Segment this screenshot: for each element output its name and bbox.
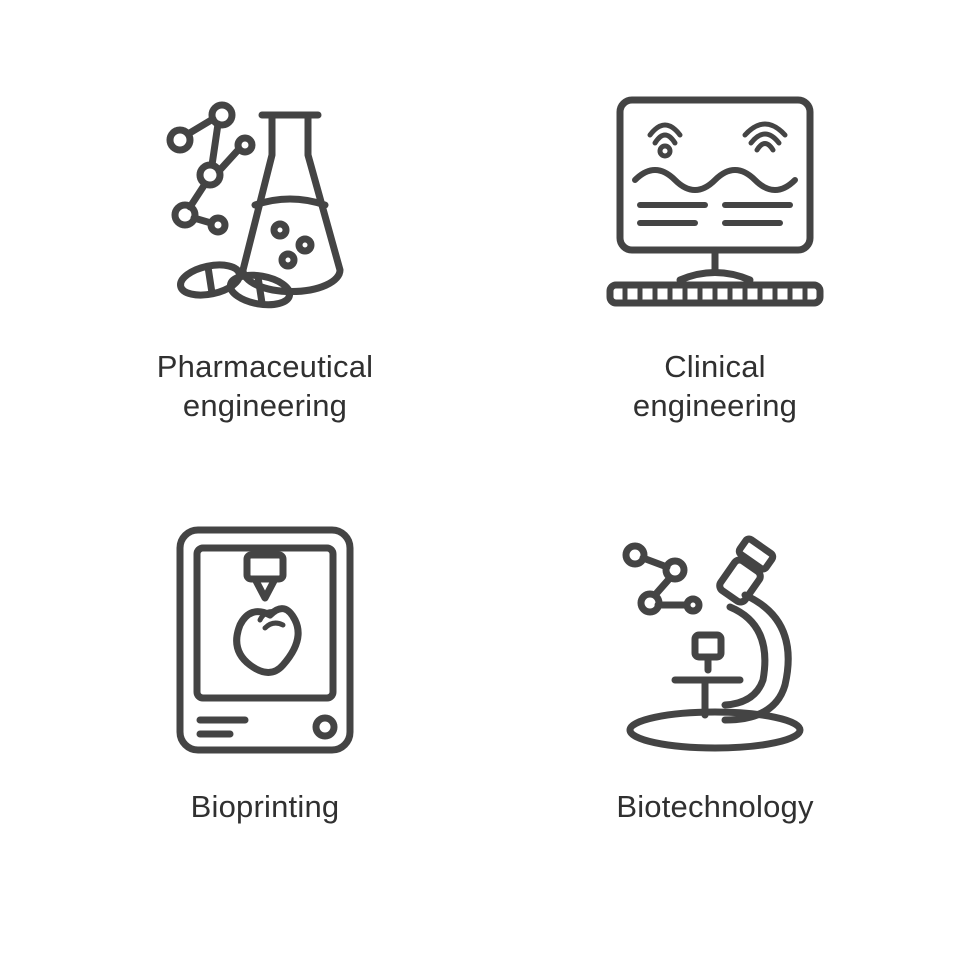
card-bioprinting: Bioprinting xyxy=(60,510,470,920)
microscope-molecule-icon xyxy=(585,510,845,770)
label-bioprinting: Bioprinting xyxy=(191,788,340,827)
flask-molecule-pills-icon xyxy=(135,70,395,330)
label-pharmaceutical: Pharmaceutical engineering xyxy=(157,348,373,426)
3d-printer-heart-icon xyxy=(135,510,395,770)
label-biotechnology: Biotechnology xyxy=(616,788,813,827)
card-pharmaceutical: Pharmaceutical engineering xyxy=(60,70,470,480)
label-clinical: Clinical engineering xyxy=(633,348,797,426)
card-clinical: Clinical engineering xyxy=(510,70,920,480)
computer-monitor-waves-icon xyxy=(585,70,845,330)
card-biotechnology: Biotechnology xyxy=(510,510,920,920)
